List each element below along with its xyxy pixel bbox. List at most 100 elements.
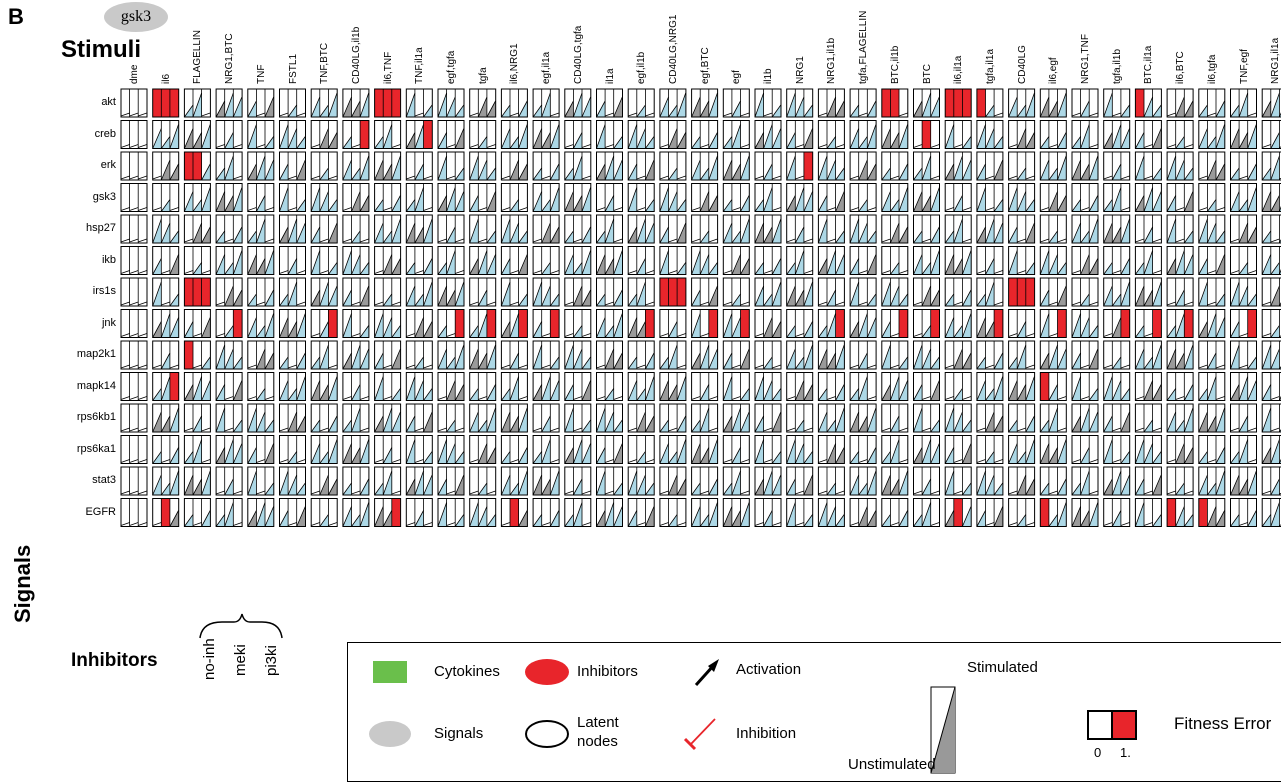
- stimulus-signal-cell: [818, 152, 844, 180]
- stimulus-signal-cell: [723, 121, 749, 149]
- stimulus-signal-cell: [1135, 499, 1161, 527]
- stimulus-signal-cell: [406, 184, 432, 212]
- stimulus-signal-cell: [1104, 215, 1130, 243]
- stimulus-signal-cell: [1135, 404, 1161, 432]
- stimulus-signal-cell: [914, 467, 940, 495]
- stimulus-signal-cell: [1072, 436, 1098, 464]
- legend-latent-label-2: nodes: [577, 733, 618, 750]
- stimulus-signal-cell: [153, 499, 179, 527]
- stimulus-signal-cell: [470, 310, 496, 338]
- stimulus-signal-cell: [406, 278, 432, 306]
- stimulus-signal-cell: [818, 89, 844, 117]
- stimulus-signal-cell: [184, 404, 210, 432]
- stimulus-signal-cell: [1009, 215, 1035, 243]
- stimulus-signal-cell: [1072, 373, 1098, 401]
- stimulus-signal-cell: [818, 467, 844, 495]
- stimulus-signal-cell: [343, 215, 369, 243]
- stimulus-signal-cell: [153, 215, 179, 243]
- stimulus-signal-cell: [565, 121, 591, 149]
- stimulus-signal-cell: [121, 121, 147, 149]
- stimulus-signal-cell: [343, 89, 369, 117]
- stimulus-signal-cell: [1231, 310, 1257, 338]
- stimulus-signal-cell: [248, 184, 274, 212]
- stimulus-signal-cell: [153, 278, 179, 306]
- stimulus-signal-cell: [1009, 499, 1035, 527]
- stimulus-signal-cell: [882, 436, 908, 464]
- stimulus-signal-cell: [945, 184, 971, 212]
- stimulus-signal-cell: [755, 215, 781, 243]
- stimulus-signal-cell: [755, 152, 781, 180]
- stimulus-signal-cell: [1009, 310, 1035, 338]
- stimulus-signal-cell: [914, 341, 940, 369]
- stimulus-signal-cell: [501, 467, 527, 495]
- stimulus-signal-cell: [1199, 467, 1225, 495]
- stimulus-signal-cell: [1167, 215, 1193, 243]
- stimulus-signal-cell: [406, 310, 432, 338]
- stimulus-signal-cell: [787, 247, 813, 275]
- stimulus-signal-cell: [311, 278, 337, 306]
- stimulus-signal-cell: [438, 89, 464, 117]
- stimulus-signal-cell: [628, 373, 654, 401]
- stimulus-signal-cell: [1009, 278, 1035, 306]
- stimulus-signal-cell: [565, 247, 591, 275]
- stimulus-signal-cell: [1072, 404, 1098, 432]
- stimulus-signal-cell: [1262, 89, 1281, 117]
- stimulus-signal-cell: [565, 278, 591, 306]
- stimulus-signal-cell: [470, 278, 496, 306]
- stimulus-signal-cell: [248, 404, 274, 432]
- stimulus-signal-cell: [184, 310, 210, 338]
- stimulus-signal-cell: [565, 436, 591, 464]
- stimulus-signal-cell: [216, 278, 242, 306]
- stimulus-signal-cell: [1199, 152, 1225, 180]
- stimulus-signal-cell: [375, 278, 401, 306]
- stimulus-signal-cell: [882, 152, 908, 180]
- stimulus-signal-cell: [1072, 467, 1098, 495]
- stimulus-signal-cell: [850, 310, 876, 338]
- stimulus-signal-cell: [1072, 89, 1098, 117]
- stimulus-signal-cell: [311, 467, 337, 495]
- stimulus-signal-cell: [470, 247, 496, 275]
- stimulus-signal-cell: [280, 184, 306, 212]
- legend-box: Cytokines Signals Inhibitors Latent node…: [347, 642, 1281, 782]
- stimulus-signal-cell: [945, 373, 971, 401]
- stimulus-signal-cell: [1199, 278, 1225, 306]
- stimulus-signal-cell: [977, 499, 1003, 527]
- stimulus-signal-cell: [787, 467, 813, 495]
- stimulus-signal-cell: [882, 404, 908, 432]
- stimulus-signal-cell: [977, 310, 1003, 338]
- stimulus-signal-cell: [1009, 89, 1035, 117]
- stimulus-signal-cell: [1135, 341, 1161, 369]
- stimulus-signal-cell: [755, 247, 781, 275]
- stimulus-signal-cell: [1199, 341, 1225, 369]
- stimulus-signal-cell: [375, 373, 401, 401]
- stimulus-signal-cell: [787, 499, 813, 527]
- stimulus-signal-cell: [660, 467, 686, 495]
- stimulus-signal-cell: [121, 341, 147, 369]
- stimulus-signal-cell: [501, 247, 527, 275]
- stimulus-signal-cell: [723, 467, 749, 495]
- stimulus-signal-cell: [248, 341, 274, 369]
- stimulus-signal-cell: [914, 373, 940, 401]
- stimulus-signal-cell: [1199, 373, 1225, 401]
- stimulus-signal-cell: [787, 121, 813, 149]
- stimulus-signal-cell: [850, 121, 876, 149]
- stimulus-signal-cell: [1072, 341, 1098, 369]
- stimulus-signal-cell: [882, 121, 908, 149]
- stimulus-signal-cell: [216, 89, 242, 117]
- stimulus-signal-cell: [1009, 184, 1035, 212]
- stimulus-signal-cell: [1231, 247, 1257, 275]
- stimulus-signal-cell: [1231, 404, 1257, 432]
- stimulus-signal-cell: [660, 215, 686, 243]
- stimulus-signal-cell: [375, 467, 401, 495]
- stimulus-signal-cell: [1262, 436, 1281, 464]
- stimulus-signal-cell: [153, 373, 179, 401]
- stimulus-signal-cell: [311, 247, 337, 275]
- stimulus-signal-cell: [755, 184, 781, 212]
- stimulus-signal-cell: [375, 121, 401, 149]
- stimulus-signal-cell: [1199, 499, 1225, 527]
- stimulus-signal-cell: [311, 341, 337, 369]
- stimulus-signal-cell: [628, 278, 654, 306]
- stimulus-signal-cell: [280, 404, 306, 432]
- stimulus-signal-cell: [1072, 215, 1098, 243]
- stimulus-signal-cell: [977, 247, 1003, 275]
